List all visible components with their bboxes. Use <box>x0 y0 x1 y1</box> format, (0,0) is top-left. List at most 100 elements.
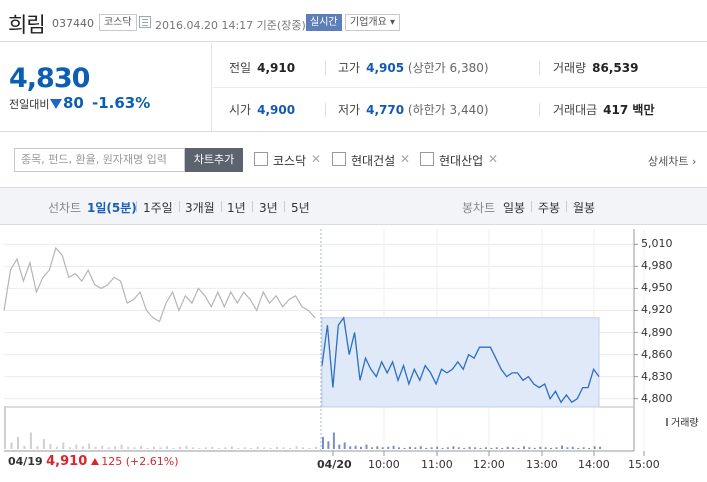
remove-hyundai-dev-icon[interactable]: ✕ <box>488 152 499 166</box>
upper-limit: (상한가 6,380) <box>407 61 489 75</box>
volume-bar <box>178 446 181 449</box>
tab-1day[interactable]: 1일(5분) <box>87 201 137 215</box>
open-label: 시가 <box>229 103 252 117</box>
divider <box>325 61 326 75</box>
volume-bar <box>332 432 335 449</box>
volume-bar <box>446 447 449 449</box>
low-label: 저가 <box>338 103 361 117</box>
prev-close-area <box>321 317 600 408</box>
volume-value: 86,539 <box>592 61 639 75</box>
compare-checkbox-hyundai-dev[interactable] <box>420 152 434 166</box>
tab-divider <box>221 201 222 212</box>
volume-bar <box>230 446 233 450</box>
compare-checkbox-hyundai-ec[interactable] <box>332 152 346 166</box>
volume-bar <box>120 444 123 449</box>
volume-bar <box>243 447 246 449</box>
low: 저가 4,770 (하한가 3,440) <box>338 101 489 118</box>
tab-weekly[interactable]: 주봉 <box>538 201 561 215</box>
volume: 거래량 86,539 <box>553 59 638 76</box>
tab-daily[interactable]: 일봉 <box>503 201 526 215</box>
volume-bar <box>302 447 304 449</box>
change-percent: -1.63% <box>92 94 151 112</box>
volume-bar <box>403 447 406 449</box>
high: 고가 4,905 (상한가 6,380) <box>338 59 489 76</box>
volume-bar <box>555 447 558 449</box>
x-tick-label: 04/20 <box>317 458 352 471</box>
volume-bar <box>343 442 346 449</box>
tab-monthly[interactable]: 월봉 <box>573 201 596 215</box>
divider <box>539 61 540 75</box>
volume-bar <box>414 447 417 449</box>
volume-bar <box>94 446 97 449</box>
tab-3month[interactable]: 3개월 <box>185 201 215 215</box>
trade-amount-label: 거래대금 <box>553 103 598 117</box>
volume-bar <box>62 442 65 449</box>
compare-label-kosdaq: 코스닥 <box>273 154 307 168</box>
volume-bar <box>468 446 471 449</box>
volume-bar <box>191 447 194 449</box>
market-badge: 코스닥 <box>99 14 137 31</box>
line-chart-label: 선차트 <box>48 201 82 215</box>
compare-checkbox-kosdaq[interactable] <box>254 152 268 166</box>
prev-day-summary: 04/19 4,910 125 (+2.61%) <box>8 454 179 469</box>
volume-bar <box>370 447 373 449</box>
volume-bar <box>81 446 84 450</box>
stock-code: 037440 <box>52 17 94 30</box>
volume-bar <box>599 446 601 449</box>
open: 시가 4,900 <box>229 101 295 118</box>
tab-5year[interactable]: 5년 <box>291 201 310 215</box>
volume-bar <box>571 446 574 449</box>
company-info-dropdown[interactable]: 기업개요 ▾ <box>345 14 400 31</box>
volume-bar <box>204 447 207 449</box>
volume-bar <box>512 447 515 449</box>
prev-close-label: 전일 <box>229 61 252 75</box>
price-stats: 전일 4,910 고가 4,905 (상한가 6,380) 거래량 86,539 시가… <box>213 43 707 131</box>
y-tick-label: 5,010 <box>641 237 673 251</box>
y-tick-label: 4,860 <box>641 347 673 361</box>
volume-bar <box>23 445 26 449</box>
volume-bar <box>55 446 58 449</box>
tab-1week[interactable]: 1주일 <box>143 201 173 215</box>
tab-divider <box>566 201 567 212</box>
trade-amount-value: 417 백만 <box>603 103 655 117</box>
volume-bar <box>577 447 580 449</box>
timestamp: 2016.04.20 14:17 기준(장중) <box>155 19 306 32</box>
intraday-chart[interactable]: 5,010 4,980 4,950 4,920 4,890 4,860 4,830 4,800… <box>0 225 707 482</box>
volume-bar <box>237 447 240 449</box>
volume-bar <box>338 444 341 449</box>
volume-bar <box>528 447 531 449</box>
trade-amount: 거래대금 417 백만 <box>553 101 654 118</box>
volume-bar <box>593 446 596 450</box>
volume-bar <box>474 447 477 449</box>
volume-bar <box>133 447 136 449</box>
volume-bar <box>436 446 439 449</box>
add-chart-button[interactable]: 차트추가 <box>185 148 243 172</box>
volume-bar <box>198 447 201 449</box>
x-tick-label: 15:00 <box>628 458 660 471</box>
change-label: 전일대비 <box>9 98 50 111</box>
volume-bar <box>398 447 400 449</box>
volume-bar <box>354 445 357 449</box>
volume-bar <box>4 406 6 449</box>
volume-bar <box>566 447 569 449</box>
volume-bar <box>127 446 130 449</box>
volume-bar <box>463 447 466 449</box>
tab-3year[interactable]: 3년 <box>259 201 278 215</box>
lower-limit: (하한가 3,440) <box>407 103 489 117</box>
volume-label: 거래량 <box>553 61 587 75</box>
stock-name: 희림 <box>8 13 46 37</box>
compare-search-input[interactable]: 종목, 펀드, 환율, 원자재명 입력 <box>14 148 185 172</box>
volume-bar <box>10 442 13 449</box>
volume-bar <box>484 447 487 449</box>
remove-kosdaq-icon[interactable]: ✕ <box>311 152 322 166</box>
price-chart-svg[interactable] <box>0 225 707 482</box>
detail-chart-link[interactable]: 상세차트 › <box>648 155 697 168</box>
tab-1year[interactable]: 1년 <box>227 201 246 215</box>
remove-hyundai-ec-icon[interactable]: ✕ <box>400 152 411 166</box>
realtime-button[interactable]: 실시간 <box>306 14 342 31</box>
volume-bar <box>42 439 45 449</box>
volume-bar <box>419 446 422 450</box>
prev-close: 전일 4,910 <box>229 59 295 76</box>
volume-bar <box>561 445 563 449</box>
volume-bar <box>159 447 162 449</box>
